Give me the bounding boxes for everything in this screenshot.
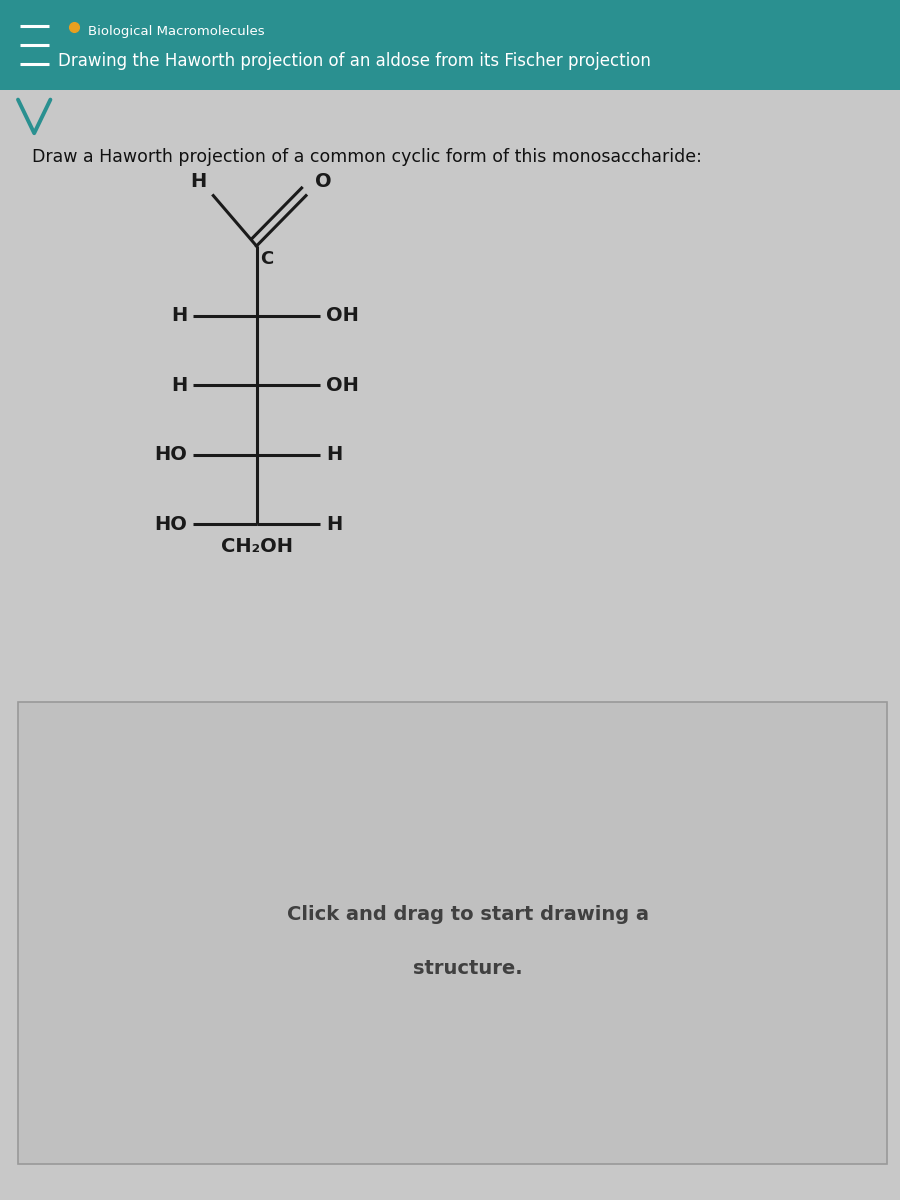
Text: OH: OH <box>326 376 359 395</box>
Text: HO: HO <box>154 445 187 464</box>
Text: Biological Macromolecules: Biological Macromolecules <box>88 25 265 38</box>
Text: OH: OH <box>326 306 359 325</box>
Text: CH₂OH: CH₂OH <box>220 536 292 556</box>
Text: Draw a Haworth projection of a common cyclic form of this monosaccharide:: Draw a Haworth projection of a common cy… <box>32 148 701 166</box>
Text: Click and drag to start drawing a: Click and drag to start drawing a <box>287 906 649 924</box>
Text: H: H <box>171 376 187 395</box>
Text: H: H <box>190 172 206 191</box>
Text: O: O <box>315 172 331 191</box>
Text: H: H <box>326 515 342 534</box>
Text: C: C <box>260 250 274 268</box>
Text: H: H <box>171 306 187 325</box>
Text: H: H <box>326 445 342 464</box>
Bar <box>0 0 900 90</box>
Text: HO: HO <box>154 515 187 534</box>
Text: structure.: structure. <box>413 960 523 978</box>
Text: Drawing the Haworth projection of an aldose from its Fischer projection: Drawing the Haworth projection of an ald… <box>58 52 652 70</box>
Bar <box>18 702 886 1164</box>
